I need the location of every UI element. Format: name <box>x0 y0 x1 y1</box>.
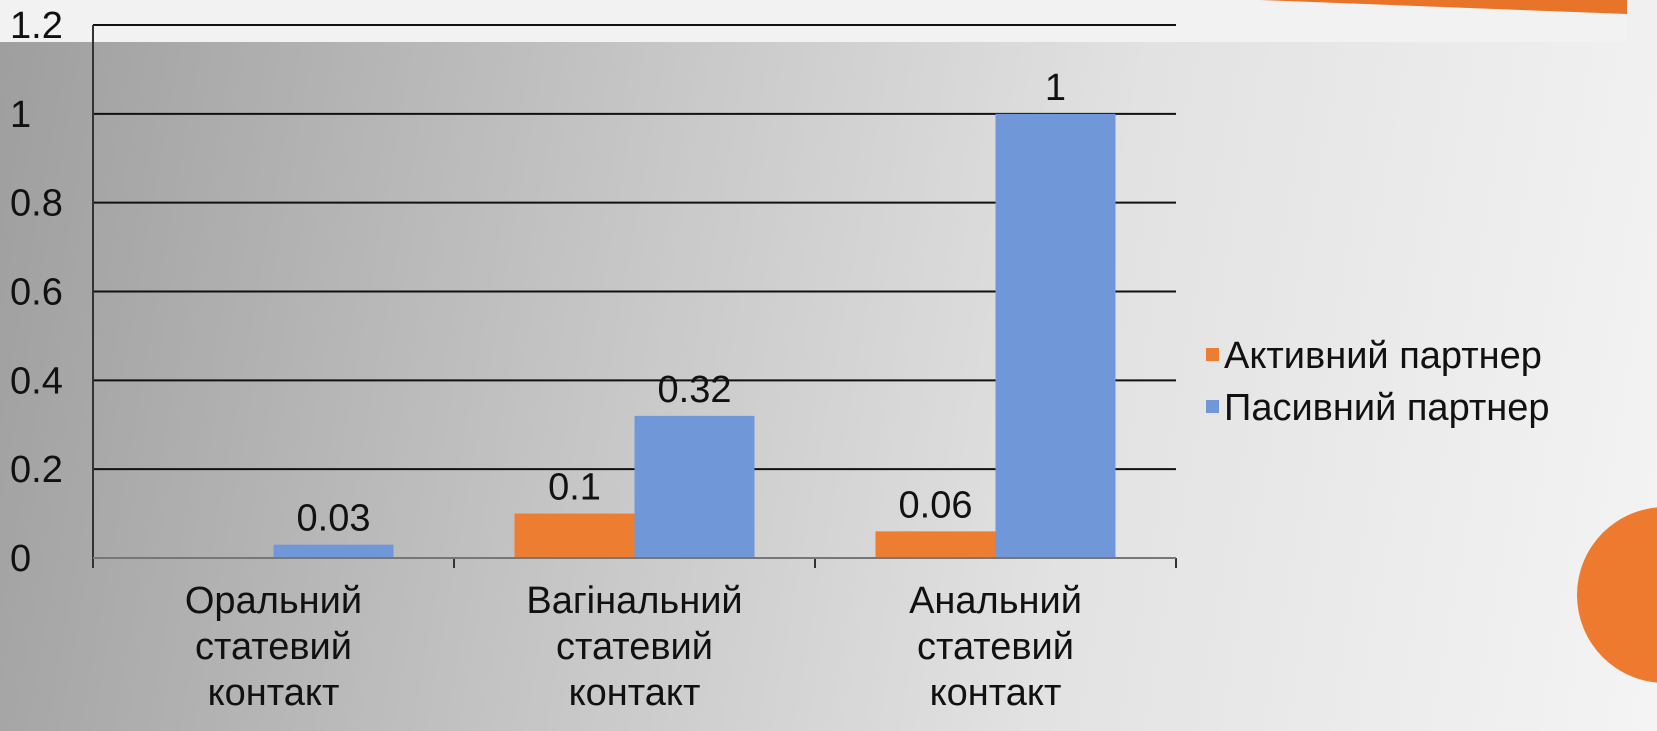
bar <box>995 113 1116 558</box>
data-label: 1 <box>1045 67 1066 109</box>
y-tick-label: 0.4 <box>10 360 63 402</box>
y-tick-label: 1 <box>10 94 31 136</box>
top-band <box>0 0 1627 42</box>
y-tick-label: 0 <box>10 538 31 580</box>
bar <box>875 531 996 558</box>
x-tick-label: Оральний статевий контакт <box>184 580 363 714</box>
legend-swatch <box>1206 348 1219 361</box>
y-tick-label: 0.2 <box>10 449 63 491</box>
x-tick-label: Вагінальний статевий контакт <box>526 580 743 714</box>
y-tick-label: 0.8 <box>10 183 63 225</box>
legend-label: Активний партнер <box>1224 335 1542 377</box>
corner-circle <box>1577 507 1657 683</box>
legend-swatch <box>1206 400 1219 413</box>
legend-label: Пасивний партнер <box>1224 387 1550 429</box>
x-tick-label: Анальний статевий контакт <box>909 580 1082 714</box>
data-label: 0.32 <box>658 369 732 411</box>
data-label: 0.06 <box>899 484 973 526</box>
data-label: 0.03 <box>297 498 371 540</box>
top-accent <box>1260 0 1627 14</box>
bar <box>273 544 394 558</box>
data-label: 0.1 <box>548 467 601 509</box>
y-tick-label: 1.2 <box>10 5 63 47</box>
y-tick-label: 0.6 <box>10 272 63 314</box>
bar <box>634 415 755 558</box>
bar <box>514 513 635 558</box>
